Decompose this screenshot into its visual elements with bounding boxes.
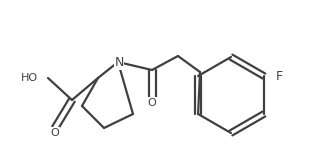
Text: F: F xyxy=(276,70,283,83)
Text: O: O xyxy=(148,98,156,108)
Text: N: N xyxy=(114,56,124,70)
Text: O: O xyxy=(51,128,59,138)
Text: HO: HO xyxy=(21,73,38,83)
